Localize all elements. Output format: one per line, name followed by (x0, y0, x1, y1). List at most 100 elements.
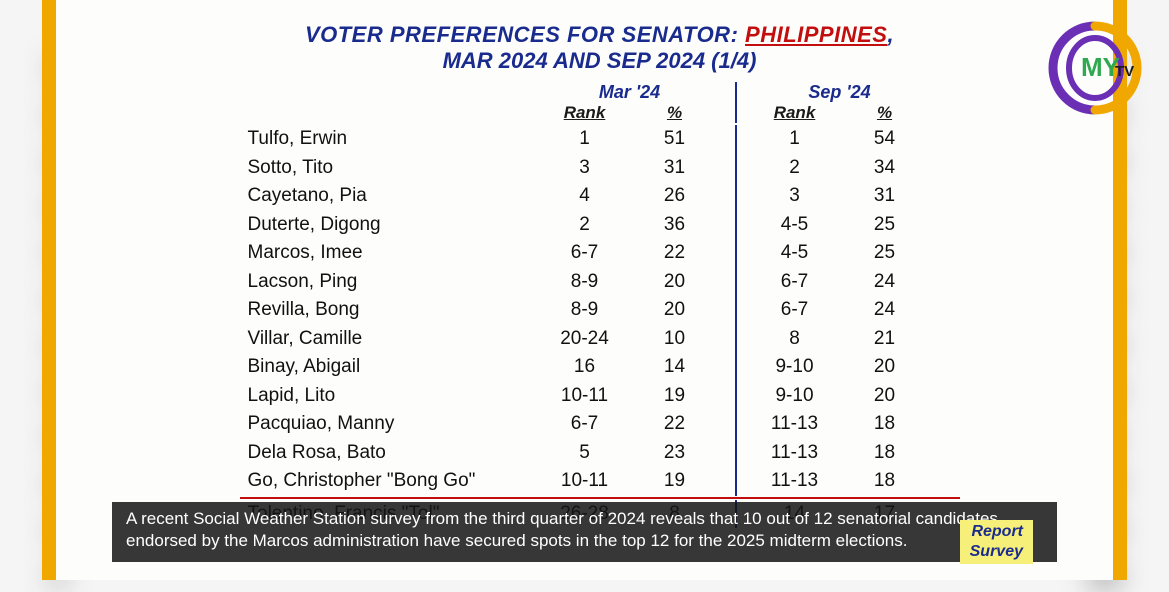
candidate-name: Sotto, Tito (240, 154, 540, 183)
pct-sep: 34 (840, 154, 930, 183)
rank-sep: 9-10 (750, 353, 840, 382)
rank-mar: 3 (540, 154, 630, 183)
pct-sep: 18 (840, 410, 930, 439)
column-divider (720, 211, 750, 240)
candidate-name: Binay, Abigail (240, 353, 540, 382)
column-divider (720, 125, 750, 154)
title-highlight: PHILIPPINES (745, 22, 887, 47)
pct-mar: 14 (630, 353, 720, 382)
main-content: VOTER PREFERENCES FOR SENATOR: PHILIPPIN… (186, 12, 1013, 580)
pct-mar: 36 (630, 211, 720, 240)
pct-sep: 21 (840, 325, 930, 354)
table-row: Revilla, Bong8-9206-724 (240, 296, 960, 325)
candidate-name: Go, Christopher "Bong Go" (240, 467, 540, 496)
column-divider (720, 296, 750, 325)
title-line-2: MAR 2024 AND SEP 2024 (1/4) (226, 48, 973, 74)
report-badge: Report Survey (960, 520, 1033, 564)
rank-mar: 10-11 (540, 467, 630, 496)
rank-mar: 5 (540, 439, 630, 468)
column-divider (720, 182, 750, 211)
rank-sep: 9-10 (750, 382, 840, 411)
pct-sep: 25 (840, 239, 930, 268)
pct-mar: 23 (630, 439, 720, 468)
pct-mar: 19 (630, 382, 720, 411)
column-divider (720, 268, 750, 297)
pct-mar: 31 (630, 154, 720, 183)
table-row: Lapid, Lito10-1119 9-1020 (240, 382, 960, 411)
rank-mar: 6-7 (540, 410, 630, 439)
pct-sep: 54 (840, 125, 930, 154)
pct-sep: 24 (840, 268, 930, 297)
pct-sep: 20 (840, 353, 930, 382)
candidate-name: Cayetano, Pia (240, 182, 540, 211)
rank-sep: 3 (750, 182, 840, 211)
rank-sep: 6-7 (750, 296, 840, 325)
rank-mar: 20-24 (540, 325, 630, 354)
col-pct-1: % (630, 103, 720, 123)
column-divider (720, 439, 750, 468)
report-badge-line2: Survey (970, 542, 1023, 562)
pct-mar: 10 (630, 325, 720, 354)
candidate-name: Marcos, Imee (240, 239, 540, 268)
table-row: Dela Rosa, Bato523 11-1318 (240, 439, 960, 468)
pct-sep: 20 (840, 382, 930, 411)
rank-mar: 10-11 (540, 382, 630, 411)
rank-sep: 11-13 (750, 439, 840, 468)
candidate-name: Pacquiao, Manny (240, 410, 540, 439)
column-divider (720, 382, 750, 411)
cutoff-rule (240, 497, 960, 499)
orange-frame: VOTER PREFERENCES FOR SENATOR: PHILIPPIN… (42, 0, 1127, 580)
column-divider (720, 154, 750, 183)
pct-sep: 18 (840, 467, 930, 496)
rank-sep: 2 (750, 154, 840, 183)
table-period-header: Mar '24 Sep '24 (240, 82, 960, 103)
rank-sep: 4-5 (750, 239, 840, 268)
pct-sep: 25 (840, 211, 930, 240)
column-divider (720, 239, 750, 268)
column-divider (720, 353, 750, 382)
candidate-name: Dela Rosa, Bato (240, 439, 540, 468)
column-divider (720, 410, 750, 439)
table-row: Villar, Camille20-2410821 (240, 325, 960, 354)
rank-sep: 11-13 (750, 467, 840, 496)
rank-sep: 11-13 (750, 410, 840, 439)
pct-mar: 19 (630, 467, 720, 496)
column-divider (720, 467, 750, 496)
pct-mar: 26 (630, 182, 720, 211)
col-rank-1: Rank (540, 103, 630, 123)
rank-sep: 4-5 (750, 211, 840, 240)
column-divider (720, 325, 750, 354)
svg-text:TV: TV (1115, 63, 1134, 80)
pct-sep: 24 (840, 296, 930, 325)
table-column-header: Rank % Rank % (240, 103, 960, 123)
pct-mar: 20 (630, 268, 720, 297)
rank-mar: 8-9 (540, 296, 630, 325)
data-table: Mar '24 Sep '24 Rank % Rank % Tulfo, Erw… (240, 82, 960, 528)
table-row: Lacson, Ping8-9206-724 (240, 268, 960, 297)
rank-mar: 6-7 (540, 239, 630, 268)
candidate-name: Lapid, Lito (240, 382, 540, 411)
report-badge-line1: Report (970, 522, 1023, 542)
rank-sep: 1 (750, 125, 840, 154)
title-suffix: , (887, 22, 894, 47)
rank-sep: 6-7 (750, 268, 840, 297)
period-1-label: Mar '24 (540, 82, 720, 103)
rank-mar: 8-9 (540, 268, 630, 297)
table-row: Cayetano, Pia426331 (240, 182, 960, 211)
table-row: Pacquiao, Manny6-72211-1318 (240, 410, 960, 439)
pct-sep: 18 (840, 439, 930, 468)
table-body: Tulfo, Erwin151154Sotto, Tito331234Cayet… (240, 125, 960, 528)
candidate-name: Villar, Camille (240, 325, 540, 354)
candidate-name: Duterte, Digong (240, 211, 540, 240)
rank-mar: 16 (540, 353, 630, 382)
pct-mar: 51 (630, 125, 720, 154)
pct-sep: 31 (840, 182, 930, 211)
title-line-1: VOTER PREFERENCES FOR SENATOR: PHILIPPIN… (226, 22, 973, 48)
period-2-label: Sep '24 (750, 82, 930, 103)
pct-mar: 22 (630, 239, 720, 268)
candidate-name: Tulfo, Erwin (240, 125, 540, 154)
col-pct-2: % (840, 103, 930, 123)
table-row: Binay, Abigail1614 9-1020 (240, 353, 960, 382)
channel-logo: MY TV (1035, 18, 1155, 118)
title-prefix: VOTER PREFERENCES FOR SENATOR: (305, 22, 745, 47)
